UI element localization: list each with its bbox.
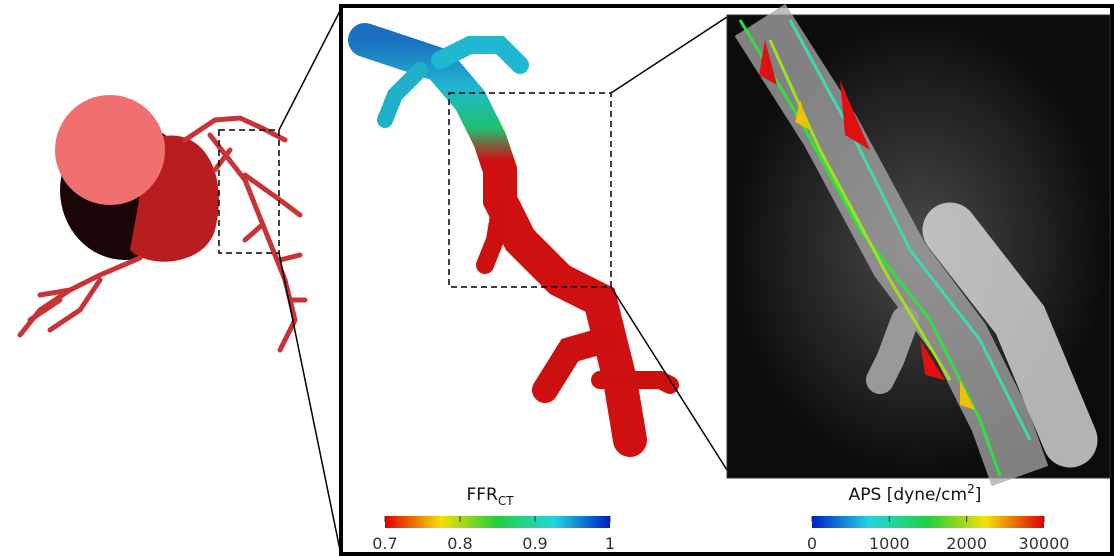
aps-bar xyxy=(812,516,1044,528)
tick-label: 1 xyxy=(605,534,615,553)
tick-label: 0.7 xyxy=(372,534,397,553)
tick-label: 1000 xyxy=(869,534,910,553)
aps-title-main: APS [dyne/cm xyxy=(849,485,967,505)
tick-label: 2000 xyxy=(946,534,987,553)
heart-model xyxy=(20,95,305,350)
ffr-title-sub: CT xyxy=(498,494,514,508)
zoom-line xyxy=(279,7,342,130)
aps-title-sup: 2 xyxy=(967,482,975,496)
flow-image xyxy=(727,15,1110,478)
tick-label: 0.9 xyxy=(522,534,547,553)
figure: FFRCT 0.7 0.8 0.9 1 APS [dyne/cm2] 0 1000 200… xyxy=(0,0,1114,556)
ffr-bar xyxy=(385,516,610,528)
zoom-line xyxy=(279,253,340,550)
tick-label: 30000 xyxy=(1019,534,1070,553)
tick-label: 0 xyxy=(807,534,817,553)
aps-title: APS [dyne/cm2] xyxy=(849,482,982,505)
ffr-title-main: FFR xyxy=(466,485,498,505)
aps-title-end: ] xyxy=(975,485,982,505)
tick-label: 0.8 xyxy=(447,534,472,553)
